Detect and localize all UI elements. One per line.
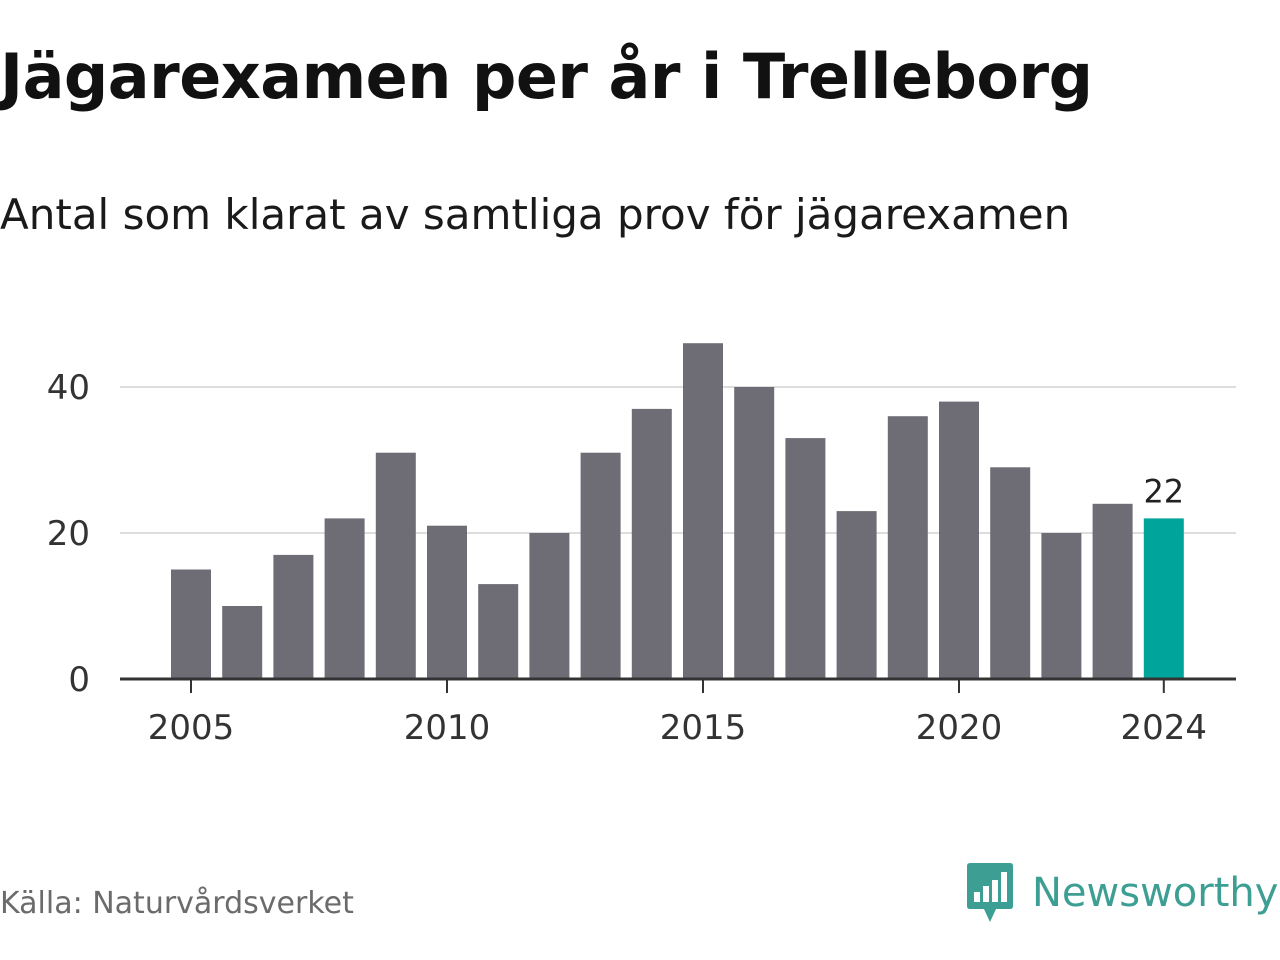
x-tick-label: 2020 xyxy=(916,708,1003,748)
bar xyxy=(324,518,365,679)
bar xyxy=(785,438,826,679)
bar xyxy=(836,511,877,679)
y-tick-label: 20 xyxy=(47,514,90,554)
y-tick-label: 40 xyxy=(47,368,90,408)
source-note: Källa: Naturvårdsverket xyxy=(0,886,354,921)
bar xyxy=(478,584,519,679)
newsworthy-logo-icon xyxy=(967,863,1013,922)
bar xyxy=(580,452,621,679)
data-label: 22 xyxy=(1143,472,1184,510)
bar xyxy=(631,408,672,679)
bar xyxy=(427,525,467,679)
bar xyxy=(939,401,979,679)
bar xyxy=(734,387,775,679)
x-tick-label: 2015 xyxy=(660,708,747,748)
bar xyxy=(1041,533,1082,679)
bar xyxy=(887,416,928,679)
chart-subtitle: Antal som klarat av samtliga prov för jä… xyxy=(0,190,1071,239)
bar xyxy=(683,343,723,679)
brand[interactable]: Newsworthy xyxy=(964,862,1278,924)
bar xyxy=(529,533,570,679)
bar xyxy=(375,452,416,679)
bar xyxy=(273,554,314,679)
x-tick-label: 2010 xyxy=(404,708,491,748)
bar xyxy=(1143,518,1184,679)
bar xyxy=(990,467,1031,679)
bar xyxy=(1092,503,1133,679)
bar xyxy=(222,606,263,679)
chart-title: Jägarexamen per år i Trelleborg xyxy=(0,40,1093,113)
y-tick-label: 0 xyxy=(68,660,90,700)
bar xyxy=(171,569,211,679)
x-tick-label: 2005 xyxy=(148,708,235,748)
brand-name: Newsworthy xyxy=(1032,870,1279,916)
x-tick-label: 2024 xyxy=(1121,708,1208,748)
